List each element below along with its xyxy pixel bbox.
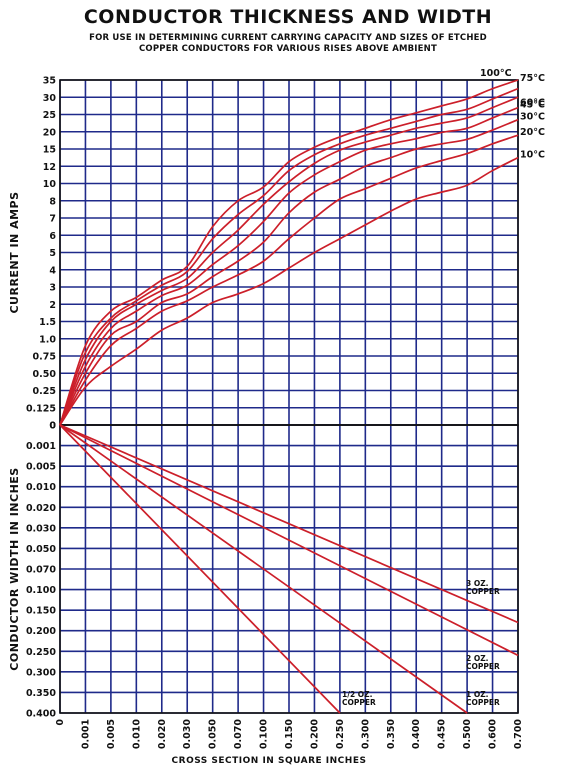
bottom-y-tick-label: 0.001 bbox=[26, 441, 56, 452]
label-layer: 0 0.001 0.005 0.010 0.020 0.030 0.050 0.070 0.10… bbox=[8, 68, 545, 766]
width-line-1 bbox=[59, 424, 468, 714]
x-tick-label: 0.400 bbox=[411, 719, 422, 749]
chart-title: CONDUCTOR THICKNESS AND WIDTH bbox=[83, 6, 493, 28]
bottom-y-tick-label: 0.020 bbox=[26, 503, 56, 514]
current-curve-45c bbox=[59, 106, 519, 426]
x-axis-title: CROSS SECTION IN SQUARE INCHES bbox=[172, 756, 367, 766]
temperature-rise-label: 75°C bbox=[520, 73, 545, 84]
top-y-tick-label: 30 bbox=[43, 93, 57, 104]
top-y-tick-label: 8 bbox=[49, 196, 56, 207]
temperature-rise-label: 100°C bbox=[480, 68, 512, 79]
x-tick-label: 0.010 bbox=[131, 719, 142, 749]
x-tick-label: 0.500 bbox=[462, 719, 473, 749]
copper-weight-label: 1 OZ. bbox=[466, 690, 489, 699]
top-y-tick-label: 1.5 bbox=[39, 317, 56, 328]
bottom-panel-frame bbox=[59, 424, 519, 714]
top-y-tick-label: 25 bbox=[43, 110, 56, 121]
copper-weight-label-suffix: COPPER bbox=[466, 587, 500, 596]
top-y-tick-label: 0 bbox=[49, 421, 56, 432]
top-y-tick-label: 4 bbox=[49, 265, 56, 276]
top-y-tick-label: 1.0 bbox=[39, 334, 56, 345]
bottom-y-tick-label: 0.005 bbox=[26, 462, 56, 473]
top-y-tick-label: 0.25 bbox=[33, 386, 56, 397]
top-y-tick-label: 0.75 bbox=[33, 352, 56, 363]
bottom-y-tick-label: 0.300 bbox=[26, 667, 56, 678]
bottom-y-tick-label: 0.250 bbox=[26, 647, 56, 658]
bottom-y-tick-label: 0.350 bbox=[26, 688, 56, 699]
grid-layer bbox=[59, 79, 519, 714]
top-y-tick-label: 7 bbox=[49, 214, 56, 225]
copper-weight-label-suffix: COPPER bbox=[466, 662, 500, 671]
chart-subtitle-line-2: COPPER CONDUCTORS FOR VARIOUS RISES ABOV… bbox=[138, 44, 437, 54]
top-y-tick-label: 20 bbox=[43, 127, 57, 138]
x-tick-label: 0.200 bbox=[309, 719, 320, 749]
bottom-y-tick-label: 0.400 bbox=[26, 709, 56, 720]
bottom-y-tick-label: 0 bbox=[49, 421, 56, 432]
curve-layer bbox=[59, 79, 519, 714]
temperature-rise-label: 60°C bbox=[520, 97, 545, 108]
bottom-y-tick-label: 0.070 bbox=[26, 565, 56, 576]
x-tick-label: 0.600 bbox=[488, 719, 499, 749]
x-tick-label: 0.001 bbox=[80, 719, 91, 749]
x-tick-label: 0.150 bbox=[284, 719, 295, 749]
x-tick-label: 0.450 bbox=[437, 719, 448, 749]
top-y-tick-label: 12 bbox=[43, 162, 56, 173]
bottom-y-tick-label: 0.200 bbox=[26, 626, 56, 637]
top-y-tick-label: 3 bbox=[49, 283, 56, 294]
temperature-rise-label: 45°C bbox=[520, 100, 545, 111]
copper-weight-label-suffix: COPPER bbox=[342, 698, 376, 707]
copper-weight-label: 1/2 OZ. bbox=[342, 690, 373, 699]
top-y-tick-label: 0.50 bbox=[33, 369, 57, 380]
x-tick-label: 0 bbox=[55, 719, 66, 726]
x-tick-label: 0.050 bbox=[208, 719, 219, 749]
width-line-2 bbox=[59, 424, 519, 657]
x-tick-label: 0.350 bbox=[386, 719, 397, 749]
bottom-y-tick-label: 0.030 bbox=[26, 523, 56, 534]
width-line-3 bbox=[59, 424, 519, 624]
x-tick-label: 0.020 bbox=[157, 719, 168, 749]
bottom-y-tick-label: 0.050 bbox=[26, 544, 56, 555]
x-tick-label: 0.100 bbox=[259, 719, 270, 749]
current-curve-100c bbox=[59, 79, 519, 426]
top-y-tick-label: 35 bbox=[43, 76, 56, 87]
width-line-0 bbox=[59, 424, 341, 714]
top-y-tick-label: 15 bbox=[43, 145, 56, 156]
current-curve-60c bbox=[59, 96, 519, 426]
current-curve-10c bbox=[59, 156, 519, 426]
top-y-tick-label: 0.125 bbox=[26, 403, 56, 414]
bottom-y-tick-label: 0.010 bbox=[26, 482, 56, 493]
top-y-tick-label: 5 bbox=[49, 248, 56, 259]
x-tick-label: 0.030 bbox=[182, 719, 193, 749]
temperature-rise-label: 30°C bbox=[520, 112, 545, 123]
chart-subtitle-line-1: FOR USE IN DETERMINING CURRENT CARRYING … bbox=[89, 33, 487, 43]
top-y-tick-label: 6 bbox=[49, 231, 56, 242]
x-tick-label: 0.005 bbox=[106, 719, 117, 749]
copper-weight-label-suffix: COPPER bbox=[466, 698, 500, 707]
x-tick-label: 0.300 bbox=[360, 719, 371, 749]
bottom-y-tick-label: 0.100 bbox=[26, 585, 56, 596]
current-curve-30c bbox=[59, 118, 519, 426]
current-curve-20c bbox=[59, 134, 519, 426]
bottom-y-tick-label: 0.150 bbox=[26, 606, 56, 617]
temperature-rise-label: 20°C bbox=[520, 127, 545, 138]
top-y-axis-title: CURRENT IN AMPS bbox=[8, 191, 21, 313]
top-y-tick-label: 10 bbox=[43, 179, 57, 190]
copper-weight-label: 2 OZ. bbox=[466, 654, 489, 663]
bottom-y-axis-title: CONDUCTOR WIDTH IN INCHES bbox=[8, 467, 21, 670]
x-tick-label: 0.250 bbox=[335, 719, 346, 749]
temperature-rise-label: 10°C bbox=[520, 150, 545, 161]
current-curve-75c bbox=[59, 87, 519, 426]
x-tick-label: 0.070 bbox=[233, 719, 244, 749]
copper-weight-label: 3 OZ. bbox=[466, 579, 489, 588]
x-tick-label: 0.700 bbox=[513, 719, 524, 749]
top-y-tick-label: 2 bbox=[49, 300, 56, 311]
